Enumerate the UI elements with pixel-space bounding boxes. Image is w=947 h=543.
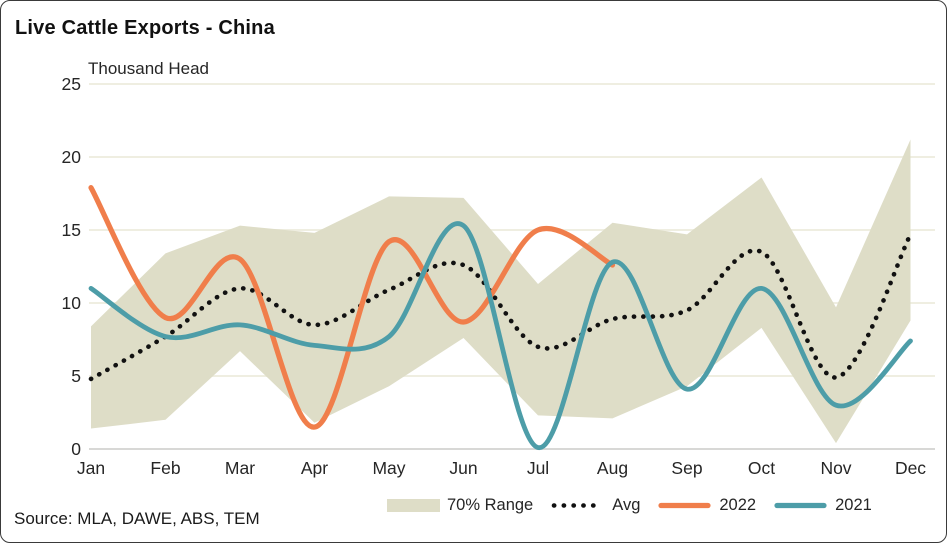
legend-item: 70% Range <box>387 496 533 515</box>
legend-item: 2022 <box>657 496 756 515</box>
line-2022 <box>88 185 616 430</box>
x-axis-label: Jan <box>76 458 106 478</box>
y-tick-label: 20 <box>61 147 81 167</box>
range-band <box>91 139 911 444</box>
legend-item: 2021 <box>773 496 872 515</box>
x-axis-label: Jul <box>526 458 550 478</box>
legend: 70% Range Avg 2022 2021 <box>387 496 872 515</box>
legend-label: Avg <box>612 496 641 514</box>
x-axis-label: Apr <box>300 458 329 478</box>
legend-swatch-2021 <box>773 498 828 513</box>
legend-label: 2022 <box>719 496 757 514</box>
x-axis-label: Dec <box>894 458 927 478</box>
x-axis-label: Feb <box>150 458 181 478</box>
line-2021 <box>88 221 913 450</box>
x-axis-label: Oct <box>747 458 776 478</box>
x-axis-label: Jun <box>449 458 478 478</box>
chart-title: Live Cattle Exports - China <box>15 17 275 39</box>
y-tick-label: 5 <box>71 366 81 386</box>
y-axis-title: Thousand Head <box>88 59 209 78</box>
y-tick-label: 25 <box>61 74 81 94</box>
x-axis-label: Mar <box>224 458 256 478</box>
source-text: Source: MLA, DAWE, ABS, TEM <box>14 509 260 528</box>
x-axis-label: Aug <box>596 458 629 478</box>
x-axis-label: Sep <box>671 458 703 478</box>
legend-item: Avg <box>550 496 640 515</box>
y-tick-label: 0 <box>71 439 81 459</box>
legend-swatch-2022 <box>657 498 712 513</box>
x-axis-label: Nov <box>820 458 852 478</box>
legend-label: 70% Range <box>447 496 534 514</box>
legend-swatch-avg <box>550 498 605 513</box>
x-axis-label: May <box>372 458 406 478</box>
y-tick-label: 10 <box>61 293 81 313</box>
legend-swatch-range <box>387 498 440 513</box>
y-tick-label: 15 <box>61 220 81 240</box>
legend-label: 2021 <box>835 496 872 514</box>
